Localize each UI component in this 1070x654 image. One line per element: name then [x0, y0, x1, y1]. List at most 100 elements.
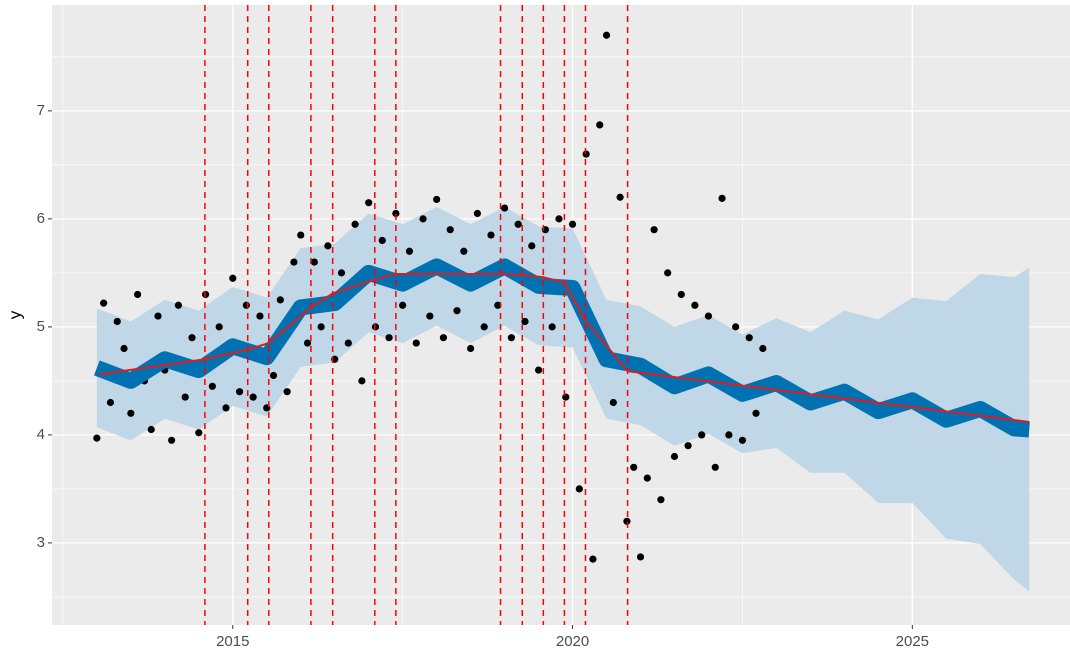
observation [575, 485, 583, 493]
observation [704, 312, 713, 320]
observation [718, 194, 726, 202]
observation [568, 220, 577, 228]
observation [378, 236, 386, 245]
observation [657, 496, 665, 504]
observation [664, 269, 672, 277]
observation [249, 393, 257, 401]
observation [596, 121, 604, 129]
observation [215, 323, 223, 331]
observation [399, 301, 407, 309]
observation [684, 442, 692, 450]
observation [120, 344, 128, 353]
observation [650, 226, 658, 234]
observation [412, 339, 420, 347]
observation [562, 393, 570, 401]
observation [222, 404, 230, 412]
y-tick-label: 4 [37, 426, 45, 443]
observation [405, 247, 414, 255]
observation [392, 209, 400, 218]
observation [181, 393, 189, 401]
observation [725, 431, 733, 439]
observation [521, 317, 529, 326]
observation [426, 312, 434, 320]
observation [208, 382, 216, 390]
observation [310, 258, 318, 266]
observation [127, 409, 135, 417]
observation [480, 323, 488, 331]
observation [134, 290, 142, 299]
trend-line [98, 272, 1030, 423]
observation [643, 474, 651, 482]
observation [473, 209, 482, 218]
observation [283, 388, 291, 396]
observation [337, 269, 346, 277]
observation [507, 334, 515, 342]
observation [297, 231, 305, 239]
observation [433, 195, 441, 204]
observation [269, 371, 278, 380]
observation [446, 226, 454, 234]
observation [698, 431, 706, 439]
observation [439, 334, 448, 342]
observation [494, 301, 502, 309]
observation [303, 339, 312, 347]
observation [460, 247, 468, 255]
observation [147, 425, 155, 434]
observation [100, 299, 108, 307]
y-tick-label: 7 [37, 102, 45, 119]
observation [582, 150, 590, 158]
observation [195, 429, 203, 437]
observation [93, 434, 101, 442]
observation [276, 296, 284, 304]
observation [616, 193, 624, 201]
observation [534, 366, 543, 374]
observation [636, 553, 645, 561]
observation [174, 301, 183, 309]
observation [548, 323, 556, 331]
x-tick-label: 2015 [216, 633, 249, 650]
y-tick-label: 3 [37, 534, 45, 551]
observation [677, 290, 685, 299]
observation [344, 339, 352, 347]
observation [351, 220, 359, 228]
plot-area [93, 5, 1030, 625]
observation [711, 463, 719, 471]
y-tick-label: 5 [37, 318, 45, 335]
observation [188, 334, 196, 342]
observation [759, 344, 767, 353]
observation [385, 334, 393, 342]
observation [514, 220, 522, 228]
observation [365, 199, 373, 207]
observation [168, 436, 176, 444]
observation [324, 242, 332, 250]
observation [256, 312, 264, 320]
observation [358, 377, 366, 385]
observation [670, 452, 679, 461]
observation [487, 231, 495, 239]
observation [467, 344, 475, 353]
observation [154, 312, 162, 320]
observation [555, 215, 563, 223]
observation [745, 334, 753, 342]
observation [235, 388, 244, 396]
observation [419, 215, 427, 223]
observation [752, 409, 760, 417]
observation [106, 398, 115, 407]
y-tick-label: 6 [37, 210, 45, 227]
y-axis-label: y [5, 310, 24, 319]
observation [691, 301, 699, 309]
observation [732, 323, 740, 331]
x-tick-label: 2025 [896, 633, 929, 650]
observation [738, 436, 747, 444]
observation [602, 31, 611, 39]
observation [609, 398, 617, 407]
observation [623, 517, 631, 525]
x-tick-label: 2020 [556, 633, 589, 650]
observation [500, 204, 509, 212]
observation [113, 317, 121, 326]
observation [453, 307, 461, 315]
observation [630, 463, 638, 471]
observation [290, 258, 298, 266]
